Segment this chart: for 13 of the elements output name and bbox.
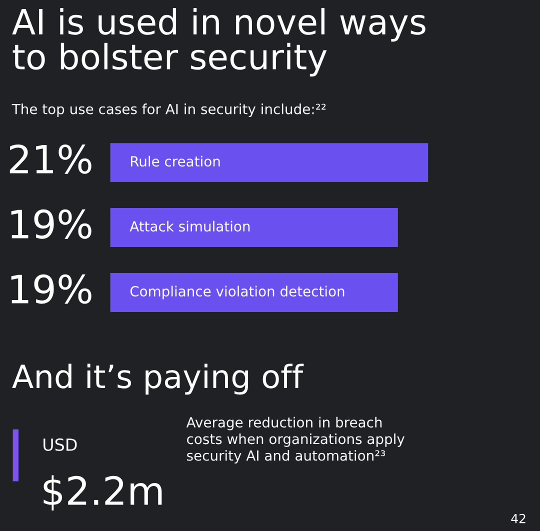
text: And it’s paying off [12, 364, 304, 395]
chart-title: AI is used in novel ways to bolster security [12, 8, 426, 76]
data-label: 21% [10, 144, 92, 174]
y-tick-label: Attack simulation [130, 220, 250, 232]
text: Average reduction in breach costs when organizations apply security AI and automation²³ [186, 416, 405, 464]
data-label: 19% [11, 209, 92, 239]
y-tick-label: Rule creation [130, 156, 220, 167]
data-label: 19% [11, 274, 92, 304]
text: $2.2m [44, 475, 162, 511]
text: 42 [511, 514, 526, 524]
chart-subtitle: The top use cases for AI in security include:²² [12, 104, 326, 117]
text: USD [44, 438, 77, 451]
y-tick-label: Compliance violation detection [130, 286, 344, 300]
